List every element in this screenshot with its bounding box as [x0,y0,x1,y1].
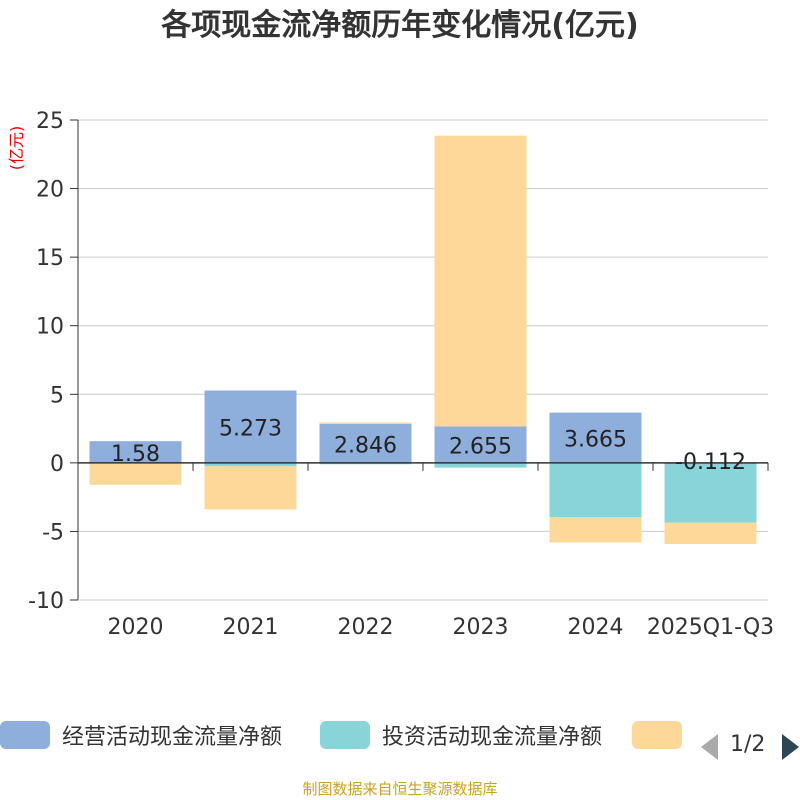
bar-1-2024[interactable] [549,412,642,463]
legend-next-page-icon[interactable] [782,734,799,760]
x-tick-label: 2020 [108,615,164,640]
legend-swatch-financing [632,721,682,749]
bar-3-2025Q1-Q3[interactable] [664,522,757,544]
bar-2-2024[interactable] [549,462,642,518]
legend-item-financing[interactable] [632,720,682,750]
bar-2-2023[interactable] [434,462,527,468]
data-source-note: 制图数据来自恒生聚源数据库 [302,780,498,798]
data-label-2023: 2.655 [449,435,512,460]
bar-1-2022[interactable] [319,423,412,463]
legend-prev-page-icon[interactable] [701,734,718,760]
data-labels: 1.58 5.273 2.846 2.655 3.665 -0.112 [111,417,746,475]
legend-page-indicator: 1/2 [730,732,766,757]
legend-swatch-operating [0,721,50,749]
bar-3-2022[interactable] [319,422,412,424]
y-tick-label: 5 [50,383,64,408]
data-label-2024: 3.665 [564,428,627,453]
bar-2-2021[interactable] [204,462,297,467]
bar-1-2021[interactable] [204,390,297,463]
data-label-2025Q1-Q3: -0.112 [675,450,746,475]
bar-1-2020[interactable] [89,441,182,463]
legend-label-investing: 投资活动现金流量净额 [382,725,603,750]
axes: 25 20 15 10 5 0 -5 -10 2020 2021 2022 2023 2024 2025Q… [28,109,774,640]
chart-title: 各项现金流净额历年变化情况(亿元) [161,8,639,43]
x-tick-label: 2025Q1-Q3 [647,615,774,640]
data-label-2020: 1.58 [111,442,160,467]
y-tick-label: 10 [36,315,64,340]
y-tick-label: -5 [42,520,64,545]
legend-swatch-investing [320,721,370,749]
y-tick-label: -10 [28,589,64,614]
y-tick-label: 15 [36,246,64,271]
bars [89,135,757,544]
bar-3-2021[interactable] [204,466,297,510]
legend-item-operating[interactable]: 经营活动现金流量净额 [0,720,282,750]
y-tick-label: 0 [50,452,64,477]
data-label-2022: 2.846 [334,433,397,458]
x-tick-label: 2022 [338,615,394,640]
x-tick-label: 2023 [453,615,509,640]
bar-3-2020[interactable] [89,463,182,485]
x-tick-label: 2024 [568,615,624,640]
bar-3-2023[interactable] [434,135,527,427]
x-tick-label: 2021 [223,615,279,640]
y-axis-title: (亿元) [7,126,26,171]
bar-2-2025Q1-Q3[interactable] [664,464,757,523]
legend: 经营活动现金流量净额 投资活动现金流量净额 1/2 [0,712,800,760]
bar-3-2024[interactable] [549,517,642,543]
bar-1-2023[interactable] [434,426,527,463]
data-label-2021: 5.273 [219,417,282,442]
legend-item-investing[interactable]: 投资活动现金流量净额 [320,720,602,750]
y-tick-label: 20 [36,178,64,203]
chart-area: 25 20 15 10 5 0 -5 -10 2020 2021 2022 2023 2024 2025Q… [7,109,774,640]
legend-label-operating: 经营活动现金流量净额 [62,725,283,750]
y-tick-label: 25 [36,109,64,134]
bar-1-2025Q1-Q3[interactable] [664,462,757,465]
